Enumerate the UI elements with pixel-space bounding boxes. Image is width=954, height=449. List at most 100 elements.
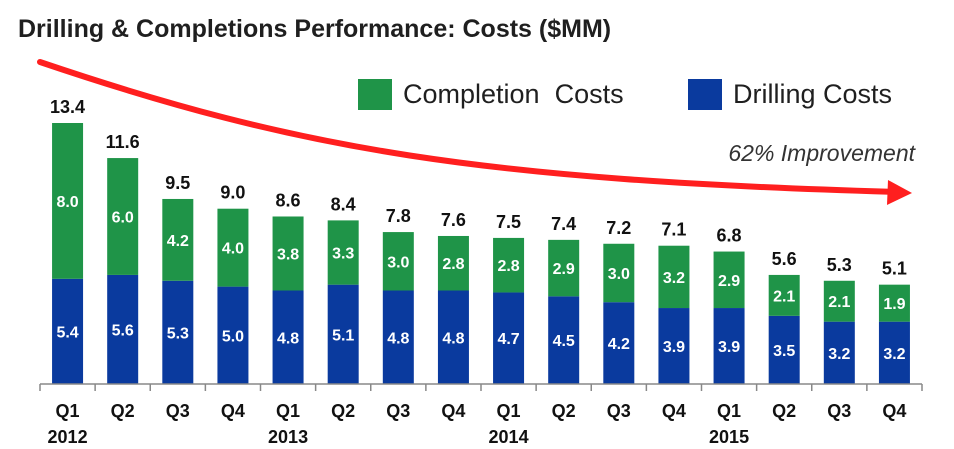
total-label: 13.4 (50, 97, 85, 117)
bar-drilling (493, 292, 525, 384)
improvement-arrow (37, 59, 912, 205)
total-label: 5.6 (772, 249, 797, 269)
bar-drilling (437, 290, 469, 384)
x-tick-label-year: 2012 (48, 427, 88, 447)
x-axis-ticks (39, 384, 923, 391)
legend-swatch-completion (358, 79, 392, 110)
bar-drilling (162, 280, 194, 384)
x-tick-label-quarter: Q1 (276, 401, 300, 421)
data-label-drilling: 3.2 (828, 346, 850, 363)
x-tick-label-quarter: Q2 (331, 401, 355, 421)
data-label-completion: 6.0 (112, 209, 134, 226)
improvement-arrow-head (887, 180, 912, 205)
total-label: 7.6 (441, 210, 466, 230)
bar-completion (52, 123, 84, 279)
data-label-drilling: 3.2 (883, 346, 905, 363)
bar-drilling (548, 296, 580, 384)
x-tick-label-quarter: Q3 (607, 401, 631, 421)
total-label: 6.8 (717, 226, 742, 246)
total-label: 8.4 (331, 194, 356, 214)
bar-completion (162, 198, 194, 281)
bar-drilling (52, 278, 84, 384)
data-label-completion: 3.0 (608, 266, 630, 283)
data-label-completion: 2.9 (553, 261, 575, 278)
total-label: 7.5 (496, 212, 521, 232)
x-tick-label-year: 2014 (489, 427, 529, 447)
x-tick-label-quarter: Q4 (221, 401, 245, 421)
total-label: 7.4 (551, 214, 576, 234)
data-label-completion: 3.3 (332, 246, 354, 263)
bar-drilling (658, 308, 690, 384)
totals-group: 13.4 11.6 9.5 9.0 8.6 8.4 7.8 7.6 7.5 7.4 7.2 7.1 6.… (50, 97, 907, 279)
total-label: 5.3 (827, 255, 852, 275)
x-tick-label-quarter: Q1 (56, 401, 80, 421)
data-label-drilling: 4.8 (387, 330, 409, 347)
total-label: 7.2 (606, 218, 631, 238)
x-tick-label-quarter: Q4 (662, 401, 686, 421)
data-label-completion: 1.9 (883, 296, 905, 313)
bar-drilling (382, 290, 414, 384)
total-label: 8.6 (276, 190, 301, 210)
data-label-drilling: 3.9 (718, 339, 740, 356)
x-tick-label-quarter: Q2 (111, 401, 135, 421)
data-label-drilling: 5.6 (112, 322, 134, 339)
data-label-drilling: 4.5 (553, 333, 575, 350)
bar-completion (217, 208, 249, 287)
bar-completion (823, 280, 855, 322)
bar-completion (878, 284, 910, 322)
data-label-completion: 3.0 (387, 254, 409, 271)
bar-completion (437, 235, 469, 291)
data-label-drilling: 4.8 (442, 330, 464, 347)
data-label-completion: 2.1 (773, 288, 795, 305)
data-label-completion: 2.8 (442, 256, 464, 273)
total-label: 5.1 (882, 259, 907, 279)
improvement-arrow-curve (37, 59, 901, 195)
bar-drilling (823, 321, 855, 384)
data-label-completion: 3.8 (277, 247, 299, 264)
x-tick-label-quarter: Q4 (441, 401, 465, 421)
bar-completion (382, 232, 414, 291)
total-label: 9.0 (220, 183, 245, 203)
x-axis-tick-labels: Q1 2012 Q2 Q3 Q4 Q1 2013 Q2 Q3 Q4 Q1 2014 Q2 Q3 Q4 Q1 20… (48, 401, 907, 447)
bars-group (52, 123, 910, 384)
x-tick-label-quarter: Q3 (166, 401, 190, 421)
bar-drilling (713, 308, 745, 384)
bar-completion (603, 243, 635, 303)
data-label-drilling: 5.0 (222, 328, 244, 345)
legend: Completion Costs Drilling Costs (358, 79, 892, 110)
bar-drilling (878, 321, 910, 384)
bar-completion (713, 251, 745, 309)
bar-drilling (327, 284, 359, 384)
total-label: 11.6 (106, 132, 140, 152)
data-label-drilling: 5.4 (56, 324, 78, 341)
x-tick-label-quarter: Q2 (552, 401, 576, 421)
total-label: 7.1 (661, 220, 686, 240)
data-label-drilling: 3.9 (663, 339, 685, 356)
data-label-drilling: 4.2 (608, 336, 630, 353)
bar-drilling (603, 302, 635, 384)
bar-completion (658, 245, 690, 309)
data-label-completion: 2.8 (497, 258, 519, 275)
chart-title: Drilling & Completions Performance: Cost… (18, 15, 611, 43)
x-tick-label-quarter: Q1 (717, 401, 741, 421)
data-label-completion: 2.9 (718, 273, 740, 290)
bar-completion (548, 239, 580, 297)
legend-label-completion: Completion Costs (403, 79, 624, 109)
x-tick-label-quarter: Q1 (497, 401, 521, 421)
bar-completion (327, 220, 359, 285)
total-label: 7.8 (386, 206, 411, 226)
data-label-drilling: 5.1 (332, 327, 354, 344)
x-tick-label-quarter: Q3 (827, 401, 851, 421)
data-label-completion: 4.0 (222, 241, 244, 258)
x-tick-label-quarter: Q2 (772, 401, 796, 421)
legend-label-drilling: Drilling Costs (733, 79, 892, 109)
bar-drilling (107, 274, 139, 384)
improvement-annotation: 62% Improvement (728, 140, 916, 166)
data-label-drilling: 3.5 (773, 343, 795, 360)
data-label-drilling: 4.8 (277, 330, 299, 347)
bar-completion (107, 158, 139, 275)
x-tick-label-quarter: Q4 (882, 401, 906, 421)
bar-completion (272, 216, 304, 291)
data-label-completion: 3.2 (663, 270, 685, 287)
